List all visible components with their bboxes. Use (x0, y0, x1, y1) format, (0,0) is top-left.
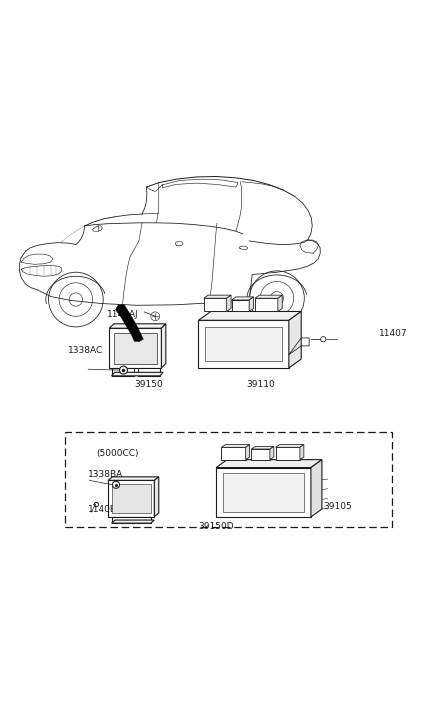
Polygon shape (109, 328, 161, 368)
Polygon shape (198, 311, 301, 321)
Polygon shape (289, 311, 301, 368)
Polygon shape (161, 324, 166, 368)
Polygon shape (278, 295, 282, 311)
Polygon shape (223, 473, 304, 512)
Circle shape (112, 481, 120, 489)
Circle shape (120, 366, 127, 374)
Polygon shape (276, 445, 304, 447)
Text: 1338BA: 1338BA (88, 470, 123, 479)
Polygon shape (276, 447, 300, 459)
Polygon shape (112, 516, 151, 523)
Polygon shape (221, 445, 250, 447)
Polygon shape (112, 520, 154, 523)
Polygon shape (204, 298, 227, 311)
Polygon shape (114, 333, 157, 364)
Polygon shape (300, 445, 304, 459)
Text: 11407: 11407 (379, 329, 408, 338)
Polygon shape (311, 459, 322, 517)
Text: 39150D: 39150D (198, 522, 234, 531)
Polygon shape (216, 467, 311, 517)
Text: 39150: 39150 (135, 380, 164, 389)
Polygon shape (108, 481, 154, 516)
Polygon shape (251, 446, 274, 449)
Polygon shape (227, 295, 231, 311)
Text: 39110: 39110 (247, 380, 276, 389)
Bar (65, 432, 392, 526)
Polygon shape (232, 297, 254, 300)
Text: (5000CC): (5000CC) (96, 449, 138, 457)
Polygon shape (232, 300, 249, 311)
Text: 39105: 39105 (323, 502, 351, 511)
Polygon shape (251, 449, 270, 459)
Polygon shape (216, 459, 322, 467)
Polygon shape (112, 368, 134, 376)
Polygon shape (246, 445, 250, 459)
Polygon shape (205, 327, 282, 361)
Polygon shape (116, 305, 143, 342)
Polygon shape (221, 447, 246, 459)
Polygon shape (270, 446, 274, 459)
Polygon shape (112, 372, 163, 376)
Polygon shape (255, 295, 282, 298)
Circle shape (321, 337, 326, 342)
Polygon shape (138, 368, 160, 376)
Text: 1141AJ: 1141AJ (107, 310, 139, 319)
Text: 1140ER: 1140ER (88, 505, 123, 513)
Polygon shape (198, 321, 289, 368)
Polygon shape (109, 324, 166, 328)
Polygon shape (249, 297, 254, 311)
Polygon shape (112, 484, 151, 513)
Polygon shape (255, 298, 278, 311)
Polygon shape (154, 477, 159, 516)
Text: 1338AC: 1338AC (68, 346, 104, 355)
Polygon shape (204, 295, 231, 298)
Polygon shape (108, 477, 159, 481)
